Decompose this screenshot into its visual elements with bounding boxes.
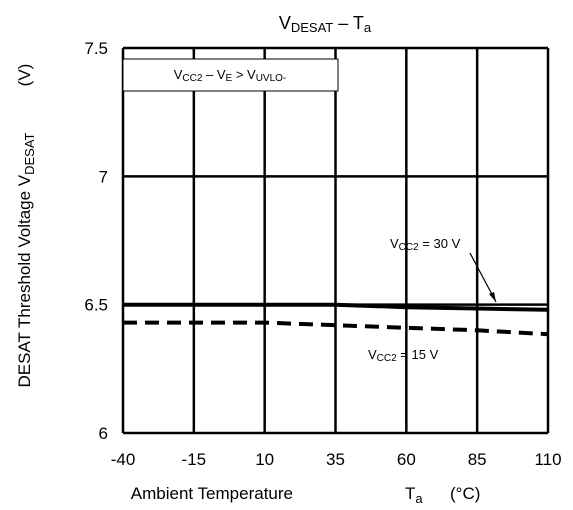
y-axis-title: DESAT Threshold Voltage VDESAT (V) (15, 64, 37, 388)
annotation-arrowhead (489, 292, 496, 302)
chart-title: VDESAT – Ta (279, 13, 372, 35)
svg-text:DESAT Threshold Voltage VDESAT: DESAT Threshold Voltage VDESAT (15, 132, 37, 387)
series-label-30v: VCC2 = 30 V (390, 236, 461, 253)
condition-text: VCC2 – VE > VUVLO- (174, 67, 287, 84)
y-tick-label: 6 (99, 424, 108, 443)
x-tick-label: -40 (111, 450, 136, 469)
x-tick-label: 35 (326, 450, 345, 469)
svg-text:VCC2 = 15 V: VCC2 = 15 V (368, 347, 439, 364)
series-label-15v: VCC2 = 15 V (368, 347, 439, 364)
x-axis-title: Ambient Temperature Ta (°C) (131, 484, 481, 506)
series-line-vcc2-15v (123, 320, 549, 337)
x-tick-label: 10 (255, 450, 274, 469)
y-axis-unit: (V) (15, 64, 34, 87)
svg-text:Ambient Temperature: Ambient Temperature (131, 484, 293, 503)
y-tick-label: 7 (99, 167, 108, 186)
x-tick-label: 60 (397, 450, 416, 469)
svg-text:VCC2 = 30 V: VCC2 = 30 V (390, 236, 461, 253)
y-tick-label: 7.5 (84, 39, 108, 58)
x-tick-label: 85 (468, 450, 487, 469)
y-tick-labels: 6 6.5 7 7.5 (84, 39, 108, 443)
series-line-vcc2-30v (123, 302, 549, 312)
y-tick-label: 6.5 (84, 296, 108, 315)
x-tick-label: -15 (182, 450, 207, 469)
gridlines (121, 46, 550, 435)
condition-box: VCC2 – VE > VUVLO- (122, 58, 339, 92)
x-tick-labels: -40 -15 10 35 60 85 110 (111, 450, 562, 469)
x-tick-label: 110 (534, 450, 561, 469)
x-axis-unit: (°C) (450, 484, 480, 503)
x-axis-variable: Ta (405, 484, 423, 506)
series-group (123, 302, 549, 337)
